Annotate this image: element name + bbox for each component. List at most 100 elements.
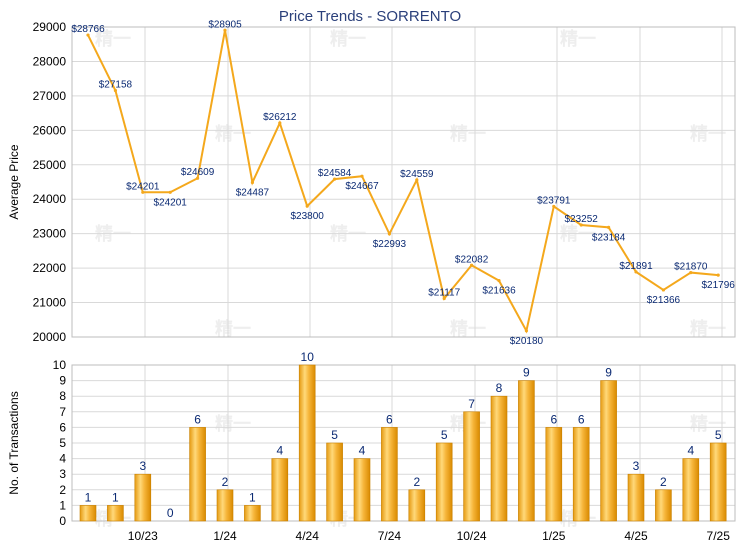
watermark-glyph: 精一	[215, 413, 251, 435]
transactions-y-tick: 10	[53, 358, 67, 372]
price-point	[168, 190, 172, 194]
transaction-bar	[381, 427, 398, 522]
price-plot-frame	[71, 26, 736, 338]
price-y-tick: 24000	[33, 192, 67, 206]
watermark-glyph: 精一	[330, 28, 366, 50]
transaction-bar	[353, 458, 371, 522]
transaction-data-label: 0	[167, 506, 174, 520]
transactions-y-tick-labels: 0 12 34 5 67 89 10	[53, 358, 67, 528]
transaction-bar	[216, 489, 234, 522]
transaction-data-label: 1	[249, 490, 256, 504]
transaction-data-label: 3	[139, 459, 146, 473]
price-point	[716, 273, 720, 277]
transactions-data-labels: 1 1 3 0 6 2 1 4 10 5 4 6 2 5 7 8 9 6 6 9 3 2 4 5	[85, 350, 722, 520]
transaction-bar	[107, 505, 124, 522]
price-point	[141, 190, 145, 194]
price-point	[689, 270, 693, 275]
transaction-data-label: 5	[715, 428, 722, 442]
transaction-bar	[518, 380, 535, 522]
x-tick-label: 10/23	[128, 529, 158, 543]
watermark-glyph: 精一	[690, 123, 726, 145]
price-data-label: $23184	[592, 232, 626, 243]
price-point	[387, 232, 391, 236]
transaction-bar	[271, 458, 289, 522]
transaction-bar	[600, 380, 617, 522]
transactions-y-tick: 7	[59, 405, 66, 419]
transaction-bar	[134, 473, 152, 522]
transactions-y-tick: 2	[59, 483, 66, 497]
price-data-label: $20180	[510, 336, 544, 347]
price-data-label: $23800	[291, 211, 325, 222]
price-point	[552, 204, 556, 209]
price-point	[497, 279, 501, 283]
price-y-tick-labels: 20000 21000 22000 23000 24000 25000 26000 27000…	[33, 20, 67, 344]
transaction-bar	[627, 473, 645, 522]
transactions-plot-frame	[71, 364, 736, 522]
price-series	[86, 28, 720, 334]
price-data-labels: $28766 $27158 $24201 $24201 $24609 $28905 $244…	[71, 19, 735, 347]
x-tick-label: 7/25	[707, 529, 731, 543]
price-data-label: $21366	[647, 295, 681, 306]
price-data-label: $21870	[674, 262, 708, 273]
x-tick-labels: 10/23 1/24 4/24 7/24 10/24 1/25 4/25 7/25	[128, 529, 730, 543]
price-point	[278, 121, 282, 125]
price-y-tick: 28000	[33, 54, 67, 68]
price-data-label: $24201	[154, 197, 188, 208]
transaction-bar	[79, 505, 97, 522]
price-point	[524, 329, 529, 333]
transaction-bar	[326, 442, 343, 522]
price-y-tick: 22000	[33, 261, 67, 275]
transaction-data-label: 6	[578, 412, 585, 426]
price-point	[250, 180, 254, 185]
price-point	[579, 223, 583, 227]
x-tick-label: 7/24	[378, 529, 402, 543]
transaction-data-label: 4	[359, 444, 366, 458]
price-y-tick: 29000	[33, 20, 67, 34]
watermark-glyph: 精一	[450, 123, 486, 145]
price-point	[333, 177, 337, 181]
price-y-tick: 21000	[33, 296, 67, 310]
transaction-data-label: 2	[660, 475, 667, 489]
price-data-label: $24584	[318, 168, 352, 179]
price-y-axis-title: Average Price	[7, 144, 21, 219]
transaction-data-label: 8	[496, 381, 503, 395]
price-data-label: $21636	[482, 286, 516, 297]
transaction-data-label: 9	[605, 366, 612, 380]
transaction-bar	[682, 458, 700, 522]
price-y-tick: 20000	[33, 330, 67, 344]
price-point	[86, 33, 90, 37]
transaction-bar	[655, 489, 672, 522]
watermark-glyph: 精一	[690, 318, 726, 340]
price-data-label: $27158	[99, 79, 133, 90]
transaction-bar	[572, 427, 590, 522]
transactions-y-tick: 8	[59, 389, 66, 403]
transaction-data-label: 6	[550, 412, 557, 426]
transaction-bar	[408, 489, 426, 522]
transaction-data-label: 6	[386, 412, 393, 426]
transactions-y-tick: 0	[59, 514, 66, 528]
price-data-label: $28766	[71, 24, 105, 35]
watermark-glyph: 精一	[95, 28, 131, 50]
x-tick-label: 4/24	[296, 529, 320, 543]
transaction-bar	[463, 411, 480, 522]
price-point	[360, 174, 364, 178]
x-tick-label: 10/24	[457, 529, 487, 543]
transaction-bar	[709, 442, 727, 522]
chart-title: Price Trends - SORRENTO	[279, 8, 461, 25]
price-point	[113, 88, 117, 93]
transactions-y-tick: 4	[59, 452, 66, 466]
price-y-tick: 26000	[33, 123, 67, 137]
price-point	[196, 176, 200, 180]
price-point	[661, 288, 666, 292]
transaction-data-label: 1	[85, 490, 92, 504]
transaction-bar	[435, 442, 453, 522]
transactions-y-tick: 3	[59, 467, 66, 481]
price-point	[305, 204, 309, 208]
transaction-data-label: 2	[222, 475, 229, 489]
transactions-y-tick: 6	[59, 420, 66, 434]
transaction-bar	[298, 364, 316, 522]
transaction-data-label: 5	[441, 428, 448, 442]
price-y-tick: 23000	[33, 227, 67, 241]
transaction-bar	[189, 427, 206, 522]
